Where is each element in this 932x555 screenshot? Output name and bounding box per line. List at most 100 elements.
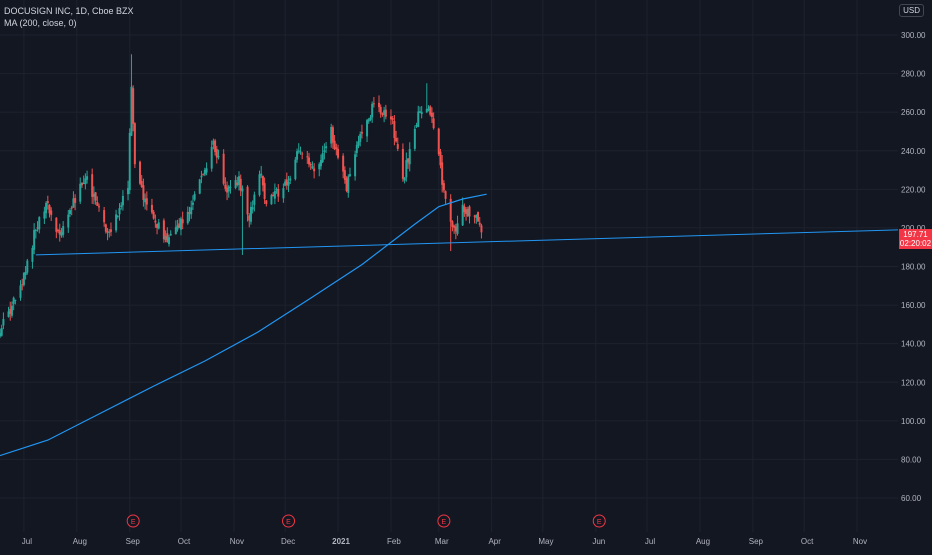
- candle-body: [181, 219, 184, 224]
- earnings-marker[interactable]: E: [282, 514, 296, 528]
- candle-body: [449, 198, 452, 222]
- candle-body: [118, 208, 121, 215]
- candle-body: [55, 217, 58, 232]
- candle-body: [58, 230, 61, 235]
- candle-body: [265, 200, 268, 204]
- candle-body: [210, 146, 213, 169]
- candle-body: [120, 205, 123, 207]
- candle-body: [381, 113, 384, 115]
- candle-body: [80, 182, 83, 186]
- candle-body: [68, 210, 71, 214]
- candle-body: [330, 126, 333, 144]
- y-tick-label: 80.00: [901, 455, 922, 464]
- candle-body: [294, 159, 297, 180]
- candle-body: [7, 311, 10, 317]
- candle-body: [12, 297, 15, 304]
- candle-body: [468, 206, 471, 217]
- candle-body: [144, 198, 147, 203]
- candle-body: [425, 108, 428, 113]
- candle-body: [413, 128, 416, 149]
- x-tick-label: Oct: [178, 537, 191, 546]
- symbol-legend[interactable]: DOCUSIGN INC, 1D, Cboe BZX: [4, 6, 134, 16]
- candle-body: [79, 183, 82, 202]
- candle-body: [403, 177, 406, 181]
- candle-body: [441, 162, 444, 185]
- x-tick-label: Aug: [73, 537, 87, 546]
- candle-body: [96, 202, 99, 206]
- candle-body: [418, 111, 421, 113]
- candle-body: [360, 131, 363, 134]
- earnings-circle: [282, 514, 296, 528]
- candle-body: [465, 209, 468, 214]
- x-tick-label: Sep: [126, 537, 141, 546]
- candle-body: [226, 187, 229, 193]
- price-axis[interactable]: 300.00 280.00 260.00 240.00 220.00 200.00 180.…: [901, 31, 926, 503]
- candle-body: [2, 319, 5, 326]
- trendline[interactable]: [35, 229, 899, 256]
- candle-body: [420, 111, 423, 115]
- x-tick-label: Oct: [801, 537, 814, 546]
- candle-body: [342, 155, 345, 172]
- candle-body: [86, 176, 89, 180]
- candle-body: [318, 164, 321, 170]
- candle-body: [343, 170, 346, 180]
- candle-body: [104, 224, 107, 232]
- candle-body: [333, 140, 336, 150]
- earnings-marker[interactable]: E: [592, 514, 606, 528]
- candle-body: [308, 157, 311, 165]
- candle-body: [273, 191, 276, 199]
- earnings-marker[interactable]: E: [126, 514, 140, 528]
- candle-body: [164, 235, 167, 241]
- candle-body: [46, 201, 49, 204]
- candle-body: [396, 144, 399, 149]
- candle-body: [191, 202, 194, 205]
- candle-body: [453, 225, 456, 228]
- x-tick-label: Sep: [749, 537, 764, 546]
- candle-body: [188, 211, 191, 214]
- candle-body: [60, 232, 63, 236]
- indicator-legend[interactable]: MA (200, close, 0): [4, 18, 77, 28]
- candle-body: [190, 207, 193, 215]
- candle-body: [461, 204, 464, 226]
- candle-body: [417, 111, 420, 128]
- y-tick-label: 300.00: [901, 31, 926, 40]
- candle-body: [132, 88, 135, 124]
- candle-body: [31, 247, 34, 262]
- candle-body: [427, 108, 430, 111]
- candle-body: [477, 212, 480, 222]
- candle-body: [372, 103, 375, 105]
- candle-body: [179, 218, 182, 230]
- last-price-value: 197.71: [903, 230, 928, 239]
- candle-body: [369, 117, 372, 120]
- candle-body: [466, 209, 469, 217]
- y-tick-label: 260.00: [901, 108, 926, 117]
- candle-body: [98, 206, 101, 208]
- candle-body: [249, 206, 252, 222]
- candle-body: [379, 106, 382, 114]
- y-tick-label: 140.00: [901, 340, 926, 349]
- earnings-marker[interactable]: E: [437, 514, 451, 528]
- candle-body: [130, 86, 133, 136]
- candle-body: [193, 193, 196, 200]
- currency-badge[interactable]: USD: [899, 4, 924, 17]
- candle-body: [36, 227, 39, 229]
- candle-body: [84, 178, 87, 185]
- candle-body: [200, 175, 203, 178]
- candle-body: [253, 194, 256, 205]
- candle-body: [152, 211, 155, 219]
- candle-body: [19, 285, 22, 298]
- last-price-label: 197.71 02:20:02: [899, 229, 932, 249]
- candle-body: [248, 215, 251, 221]
- candle-body: [475, 214, 478, 219]
- candle-body: [239, 178, 242, 191]
- candle-body: [359, 134, 362, 142]
- candle-body: [103, 210, 106, 223]
- time-axis[interactable]: Jul Aug Sep Oct Nov Dec 2021 Feb Mar Apr May Jun Jul…: [22, 537, 867, 546]
- candle-body: [335, 147, 338, 150]
- candle-body: [263, 183, 266, 199]
- candle-body: [272, 194, 275, 197]
- candle-body: [0, 328, 3, 336]
